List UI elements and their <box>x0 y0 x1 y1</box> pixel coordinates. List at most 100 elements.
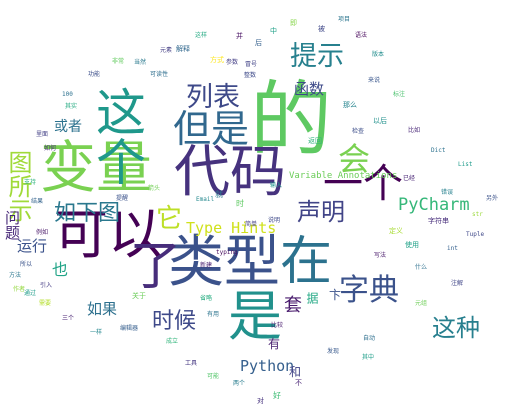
word: typing <box>216 249 238 256</box>
word: 对 <box>257 397 264 405</box>
word: 被 <box>318 25 325 33</box>
word: 列表 <box>186 82 240 113</box>
word: 自动 <box>363 335 376 342</box>
word: 它 <box>156 204 183 234</box>
word: 时候 <box>152 309 197 334</box>
word: 好 <box>273 391 281 400</box>
word: 可能 <box>207 373 220 380</box>
word: 100 <box>62 91 73 98</box>
word: Dict <box>431 147 446 154</box>
word: 省略 <box>200 295 213 302</box>
word: 新建 <box>200 262 213 269</box>
word: 套 <box>284 295 302 316</box>
word: Variable Annotations <box>289 171 398 181</box>
word: 当然 <box>134 59 147 66</box>
word: 卞 <box>329 288 342 302</box>
word: 提示 <box>290 41 344 72</box>
word: 也 <box>52 260 69 279</box>
word: 函数 <box>294 80 325 98</box>
word: 语法 <box>355 32 368 39</box>
word: 如下图 <box>54 201 121 226</box>
word: 结果 <box>31 198 44 205</box>
word: 版本 <box>372 51 385 58</box>
word: 两个 <box>233 380 246 387</box>
word: 和 <box>289 365 302 379</box>
word: 使用 <box>405 241 419 249</box>
word: 整数 <box>244 72 257 79</box>
word: 注解 <box>451 280 464 287</box>
word: 已经 <box>403 175 416 182</box>
word: 方法 <box>9 272 22 279</box>
word: 一个 <box>323 161 403 207</box>
word: List <box>458 161 473 168</box>
word: 项目 <box>338 16 351 23</box>
word: 标注 <box>393 91 406 98</box>
word: 成立 <box>166 338 179 345</box>
word: 时 <box>236 199 244 208</box>
word: 来说 <box>368 77 381 84</box>
word: 其实 <box>65 103 78 110</box>
word: int <box>447 245 458 252</box>
word: 比较 <box>271 322 284 329</box>
word: 这样 <box>195 32 208 39</box>
word: 以后 <box>373 117 387 125</box>
word: 什么 <box>415 264 428 271</box>
word: 元素 <box>160 47 173 54</box>
word: Type Hints <box>186 219 277 237</box>
word: 通过 <box>24 290 37 297</box>
word: 非常 <box>112 58 125 65</box>
word: 返回 <box>308 137 322 145</box>
word: 的 <box>250 73 333 168</box>
word: 字典 <box>339 273 399 308</box>
word: 检查 <box>352 128 365 135</box>
word: 方式 <box>210 56 224 64</box>
word: 那么 <box>343 101 357 109</box>
word: 但是 <box>173 107 250 151</box>
word: 据 <box>305 292 319 304</box>
word: 参数 <box>226 59 239 66</box>
word: 这个 <box>88 86 146 186</box>
word: 错误 <box>441 189 454 196</box>
word: 例如 <box>36 229 49 236</box>
word: 冒号 <box>245 61 258 68</box>
word: PyCharm <box>398 195 470 215</box>
word: 如何 <box>44 145 57 152</box>
word: Tuple <box>466 231 485 238</box>
word: 有用 <box>207 311 220 318</box>
word: 运行 <box>17 237 48 255</box>
word: 后 <box>255 39 262 47</box>
word: 代码 <box>174 140 286 205</box>
word: 字符串 <box>428 217 449 225</box>
word: 工具 <box>185 360 198 367</box>
word: 就 <box>215 190 223 199</box>
word: 输入 <box>270 182 283 189</box>
word: 类型 <box>168 230 280 295</box>
word: 可读性 <box>150 71 169 78</box>
word: 或者 <box>54 119 82 135</box>
word: 关于 <box>132 292 146 300</box>
word: str <box>472 211 483 218</box>
word: 支持 <box>24 179 37 186</box>
word: 在 <box>280 232 333 292</box>
word: 图所示 <box>4 150 32 222</box>
word: 不 <box>295 379 302 387</box>
word: 中 <box>270 27 277 35</box>
word: 声明 <box>297 198 345 226</box>
word: 定义 <box>389 227 403 235</box>
word: 箭头 <box>148 185 161 192</box>
word: 可以 <box>54 203 162 266</box>
word: 另外 <box>486 195 499 202</box>
word: 并 <box>236 32 243 40</box>
word: 三个 <box>62 315 75 322</box>
word: 提醒 <box>116 195 129 202</box>
word: 说明 <box>268 217 281 224</box>
word: 引入 <box>40 282 53 289</box>
word: 里面 <box>36 131 49 138</box>
word: 这种 <box>432 314 480 342</box>
word: 有 <box>268 337 281 351</box>
word: 会 <box>338 140 371 178</box>
word: 了 <box>120 238 180 290</box>
word: 问题 <box>3 210 21 240</box>
word: 所以 <box>20 261 33 268</box>
